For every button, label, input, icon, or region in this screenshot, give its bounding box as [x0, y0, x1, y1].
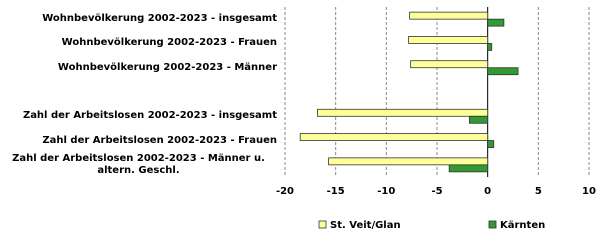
- y-tick-text: Zahl der Arbeitslosen 2002-2023 - insges…: [22, 110, 277, 122]
- y-tick-label: Wohnbevölkerung 2002-2023 - insgesamt: [0, 13, 277, 25]
- y-tick-label: Wohnbevölkerung 2002-2023 - Männer: [0, 62, 277, 74]
- bar: [328, 157, 489, 166]
- y-tick-text: Zahl der Arbeitslosen 2002-2023 - Frauen: [42, 134, 277, 146]
- y-tick-text: Wohnbevölkerung 2002-2023 - Männer: [57, 61, 277, 73]
- y-tick-text: Wohnbevölkerung 2002-2023 - Frauen: [61, 37, 277, 49]
- bar: [409, 11, 489, 20]
- bar: [408, 36, 489, 44]
- bar: [410, 60, 489, 69]
- y-tick-text: Zahl der Arbeitslosen 2002-2023 - Männer…: [12, 152, 265, 176]
- x-tick-label: -15: [327, 186, 345, 197]
- x-tick-label: -5: [431, 186, 442, 197]
- legend-swatch: [318, 220, 327, 229]
- y-tick-label: Wohnbevölkerung 2002-2023 - Frauen: [0, 37, 277, 49]
- x-tick-label: 0: [484, 186, 491, 197]
- y-tick-label: Zahl der Arbeitslosen 2002-2023 - Männer…: [0, 153, 277, 177]
- x-tick-label: -10: [377, 186, 395, 197]
- x-tick-label: 10: [582, 186, 596, 197]
- y-tick-label: Zahl der Arbeitslosen 2002-2023 - insges…: [0, 110, 277, 122]
- bar: [487, 43, 493, 51]
- bar: [469, 115, 489, 124]
- legend-label: Kärnten: [500, 220, 545, 231]
- y-tick-text: Wohnbevölkerung 2002-2023 - insgesamt: [42, 13, 277, 25]
- legend-swatch: [488, 220, 497, 229]
- bar: [299, 133, 489, 141]
- bar: [317, 108, 489, 117]
- y-tick-label: Zahl der Arbeitslosen 2002-2023 - Frauen: [0, 135, 277, 147]
- x-tick-label: 5: [535, 186, 542, 197]
- bar: [487, 18, 505, 27]
- bar: [487, 140, 495, 148]
- bar: [487, 67, 519, 76]
- x-tick-label: -20: [276, 186, 294, 197]
- bar: [448, 164, 489, 173]
- legend-label: St. Veit/Glan: [330, 220, 401, 231]
